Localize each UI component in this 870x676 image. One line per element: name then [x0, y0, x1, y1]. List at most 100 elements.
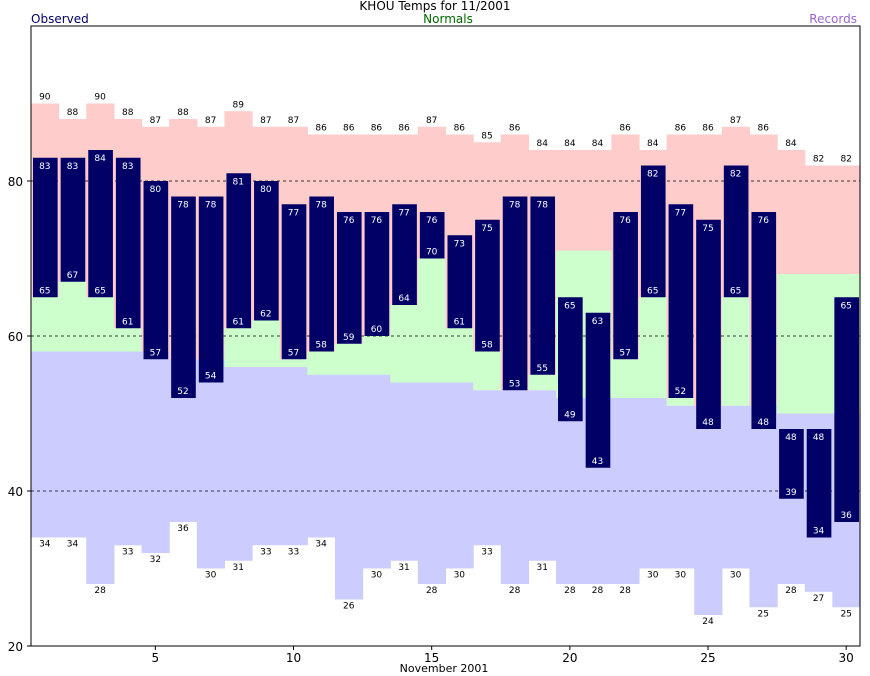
observed-high-label: 76 [371, 216, 383, 226]
record-low-band [141, 351, 170, 553]
legend-records: Records [809, 12, 857, 26]
record-low-label: 27 [813, 594, 824, 604]
observed-high-label: 48 [785, 433, 797, 443]
observed-bar [198, 196, 224, 383]
observed-low-label: 57 [288, 348, 299, 358]
observed-high-label: 83 [122, 162, 133, 172]
normal-band [86, 297, 115, 352]
observed-bar [143, 181, 169, 360]
observed-low-label: 67 [67, 271, 78, 281]
record-low-label: 28 [426, 586, 438, 596]
observed-bar [530, 196, 556, 375]
observed-high-label: 80 [260, 185, 272, 195]
record-low-label: 33 [260, 547, 271, 557]
normal-band [777, 274, 806, 414]
record-low-band [307, 374, 336, 538]
record-low-band [252, 367, 281, 546]
normal-band [58, 281, 87, 352]
record-low-label: 26 [343, 602, 355, 612]
x-tick-label: 5 [152, 651, 160, 665]
observed-high-label: 78 [315, 201, 327, 211]
observed-bar [419, 212, 445, 259]
record-high-label: 86 [702, 124, 714, 134]
observed-low-label: 34 [813, 527, 825, 537]
record-low-band [224, 367, 253, 561]
observed-low-label: 57 [150, 348, 161, 358]
record-high-label: 87 [150, 116, 161, 126]
observed-low-label: 62 [260, 310, 271, 320]
record-low-band [390, 382, 419, 561]
record-low-band [445, 382, 474, 569]
observed-bar [392, 204, 417, 305]
record-low-label: 28 [509, 586, 521, 596]
record-low-label: 31 [536, 563, 547, 573]
x-tick-label: 30 [839, 651, 854, 665]
record-high-label: 90 [94, 93, 106, 103]
observed-low-label: 39 [785, 488, 797, 498]
record-low-band [638, 398, 668, 569]
observed-bar [696, 219, 721, 429]
record-low-label: 30 [205, 571, 217, 581]
observed-bar [226, 173, 252, 329]
observed-bar [751, 212, 777, 429]
observed-high-label: 73 [454, 239, 465, 249]
x-tick-label: 20 [562, 651, 577, 665]
record-low-band [528, 390, 557, 561]
normal-band [528, 374, 557, 391]
observed-low-label: 70 [426, 248, 438, 258]
observed-high-label: 77 [398, 208, 409, 218]
record-high-label: 86 [509, 124, 521, 134]
record-low-band [749, 405, 778, 608]
record-high-label: 87 [730, 116, 741, 126]
record-high-label: 84 [647, 139, 659, 149]
record-low-label: 31 [233, 563, 244, 573]
observed-bar [254, 181, 279, 321]
record-low-label: 33 [481, 547, 492, 557]
record-high-label: 85 [481, 131, 492, 141]
x-tick-label: 10 [286, 651, 301, 665]
record-low-label: 33 [122, 547, 133, 557]
observed-bar [281, 204, 307, 360]
record-high-label: 90 [39, 93, 51, 103]
observed-high-label: 65 [564, 301, 575, 311]
record-high-label: 88 [177, 108, 189, 118]
record-high-label: 82 [840, 155, 851, 165]
observed-low-label: 60 [371, 325, 383, 335]
record-low-label: 30 [454, 571, 466, 581]
record-high-label: 87 [426, 116, 437, 126]
record-high-band [804, 165, 833, 274]
record-low-band [417, 382, 447, 584]
record-high-label: 88 [122, 108, 134, 118]
observed-bar [834, 297, 859, 522]
observed-bar [88, 150, 113, 298]
normal-band [611, 359, 640, 398]
record-low-label: 28 [619, 586, 631, 596]
record-low-label: 25 [840, 609, 851, 619]
normal-band [279, 359, 308, 367]
normal-band [224, 328, 253, 367]
normal-band [307, 351, 336, 375]
normal-band [666, 398, 695, 406]
normal-band [417, 258, 447, 383]
observed-bar [585, 312, 611, 468]
observed-low-label: 53 [509, 379, 520, 389]
record-high-label: 86 [398, 124, 410, 134]
observed-low-label: 58 [315, 341, 327, 351]
observed-high-label: 75 [481, 224, 492, 234]
observed-bar [668, 204, 694, 398]
x-axis-title: November 2001 [399, 662, 489, 675]
observed-low-label: 64 [398, 294, 410, 304]
record-low-band [334, 374, 364, 600]
observed-high-label: 84 [94, 154, 106, 164]
record-low-band [666, 405, 695, 569]
observed-high-label: 82 [647, 170, 658, 180]
record-low-label: 34 [315, 540, 327, 550]
record-high-band [832, 165, 861, 274]
observed-bar [60, 157, 86, 282]
observed-high-label: 78 [536, 201, 548, 211]
normal-band [334, 343, 364, 375]
observed-low-label: 65 [94, 286, 105, 296]
observed-bar [33, 157, 58, 298]
record-high-band [556, 150, 585, 251]
